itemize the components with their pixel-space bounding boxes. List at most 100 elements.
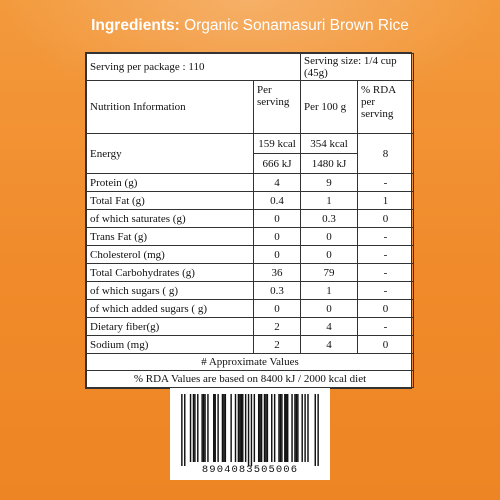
nutrient-per-100g: 0 bbox=[300, 299, 359, 318]
barcode-bar bbox=[194, 394, 196, 462]
barcode-bar bbox=[181, 394, 183, 466]
column-header-per-serving: Per serving bbox=[252, 80, 302, 134]
nutrient-per-serving: 2 bbox=[252, 335, 302, 354]
nutrient-per-serving: 36 bbox=[252, 263, 302, 282]
nutrient-row: Protein (g) 4 9- bbox=[86, 173, 415, 192]
nutrient-per-serving: 0 bbox=[252, 209, 302, 228]
barcode-bar bbox=[278, 394, 280, 462]
nutrient-rda: 0 bbox=[357, 299, 415, 318]
nutrient-per-100g: 9 bbox=[300, 173, 359, 192]
nutrient-per-serving: 0.4 bbox=[252, 191, 302, 210]
nutrient-per-100g: 0.3 bbox=[300, 209, 359, 228]
barcode-digits: 8904083505006 bbox=[201, 464, 299, 476]
barcode-bar bbox=[297, 394, 299, 462]
nutrient-row: Dietary fiber(g) 2 4- bbox=[86, 317, 415, 336]
nutrient-rda: - bbox=[357, 281, 415, 300]
barcode-bar bbox=[273, 394, 276, 462]
energy-rda: 8 bbox=[357, 133, 415, 174]
barcode-bar bbox=[271, 394, 273, 462]
nutrient-name: Total Fat (g) bbox=[86, 191, 254, 210]
barcode-bars bbox=[181, 394, 319, 466]
barcode-bar bbox=[279, 394, 282, 462]
nutrient-name: Trans Fat (g) bbox=[86, 227, 254, 246]
barcode-bar bbox=[217, 394, 219, 462]
energy-kcal-100g: 354 kcal bbox=[300, 133, 359, 154]
barcode-bar bbox=[301, 394, 303, 462]
approximate-note: # Approximate Values bbox=[85, 353, 415, 371]
nutrient-name: Protein (g) bbox=[86, 173, 254, 192]
column-header-rda: % RDA per serving bbox=[357, 80, 415, 134]
nutrient-rda: - bbox=[357, 317, 415, 336]
rda-basis-note: % RDA Values are based on 8400 kJ / 2000… bbox=[85, 370, 415, 388]
nutrient-row: Trans Fat (g) 0 0- bbox=[86, 227, 415, 246]
nutrient-row: Cholesterol (mg) 0 0- bbox=[86, 245, 415, 264]
nutrient-name: of which sugars ( g) bbox=[86, 281, 254, 300]
nutrient-name: Cholesterol (mg) bbox=[86, 245, 254, 264]
barcode-bar bbox=[253, 394, 256, 462]
nutrient-row: Total Carbohydrates (g) 36 79- bbox=[86, 263, 415, 282]
nutrient-row: of which sugars ( g) 0.3 1- bbox=[86, 281, 415, 300]
energy-kj-100g: 1480 kJ bbox=[300, 153, 359, 174]
nutrient-per-serving: 0 bbox=[252, 227, 302, 246]
barcode-bar bbox=[204, 394, 206, 462]
barcode-bar bbox=[314, 394, 316, 466]
barcode-bar bbox=[223, 394, 225, 462]
energy-kj-serving: 666 kJ bbox=[252, 153, 302, 174]
barcode-bar bbox=[259, 394, 261, 462]
ingredients-label: Ingredients: bbox=[91, 17, 180, 34]
nutrition-facts-table: Serving per package : 110 Serving size: … bbox=[85, 52, 415, 389]
nutrient-row: Total Fat (g) 0.4 1 1 bbox=[86, 191, 415, 210]
barcode-bar bbox=[294, 394, 296, 462]
barcode-bar bbox=[285, 394, 287, 462]
nutrient-name: of which saturates (g) bbox=[86, 209, 254, 228]
barcode-bar bbox=[207, 394, 209, 462]
nutrient-rda: 1 bbox=[357, 191, 415, 210]
nutrient-per-serving: 2 bbox=[252, 317, 302, 336]
barcode-bar bbox=[192, 394, 195, 462]
column-header-nutrient: Nutrition Information bbox=[86, 80, 254, 134]
barcode-bar bbox=[286, 394, 289, 462]
nutrient-per-100g: 1 bbox=[300, 281, 359, 300]
barcode-bar bbox=[230, 394, 232, 462]
barcode-bar bbox=[221, 394, 224, 462]
barcode-bar bbox=[307, 394, 309, 462]
barcode-bar bbox=[242, 394, 244, 462]
nutrient-name: Dietary fiber(g) bbox=[86, 317, 254, 336]
nutrient-name: Total Carbohydrates (g) bbox=[86, 263, 254, 282]
nutrient-row: of which added sugars ( g) 0 0 0 bbox=[86, 299, 415, 318]
barcode-bar bbox=[240, 394, 243, 462]
barcode-bar bbox=[224, 394, 227, 462]
barcode-bar bbox=[214, 394, 216, 462]
nutrient-per-100g: 4 bbox=[300, 317, 359, 336]
barcode-bar bbox=[234, 394, 237, 462]
barcode-bar bbox=[284, 394, 286, 462]
nutrient-rda: - bbox=[357, 263, 415, 282]
nutrient-rows: Protein (g) 4 9- Total Fat (g) 0.4 1 1 of which… bbox=[86, 173, 415, 354]
nutrient-per-serving: 0.3 bbox=[252, 281, 302, 300]
nutrient-name: Sodium (mg) bbox=[86, 335, 254, 354]
barcode-bar bbox=[263, 394, 266, 462]
nutrient-rda: 0 bbox=[357, 209, 415, 228]
nutrient-per-100g: 0 bbox=[300, 245, 359, 264]
nutrient-name: of which added sugars ( g) bbox=[86, 299, 254, 318]
barcode-bar bbox=[304, 394, 306, 462]
barcode: 8904083505006 bbox=[170, 388, 330, 480]
barcode-bar bbox=[201, 394, 203, 462]
nutrient-row: of which saturates (g) 0 0.3 0 bbox=[86, 209, 415, 228]
barcode-bar bbox=[265, 394, 267, 462]
barcode-bar bbox=[250, 394, 253, 466]
barcode-bar bbox=[266, 394, 269, 462]
serving-per-package: Serving per package : 110 bbox=[85, 53, 302, 81]
barcode-bar bbox=[202, 394, 205, 462]
nutrient-row: Sodium (mg) 2 4 0 bbox=[86, 335, 415, 354]
energy-label: Energy bbox=[86, 133, 254, 174]
nutrient-per-serving: 4 bbox=[252, 173, 302, 192]
nutrient-per-100g: 1 bbox=[300, 191, 359, 210]
energy-kcal-serving: 159 kcal bbox=[252, 133, 302, 154]
nutrient-per-100g: 4 bbox=[300, 335, 359, 354]
nutrient-rda: - bbox=[357, 227, 415, 246]
barcode-bar bbox=[257, 394, 260, 462]
barcode-bar bbox=[213, 394, 215, 462]
nutrient-per-serving: 0 bbox=[252, 299, 302, 318]
barcode-bar bbox=[291, 394, 293, 462]
